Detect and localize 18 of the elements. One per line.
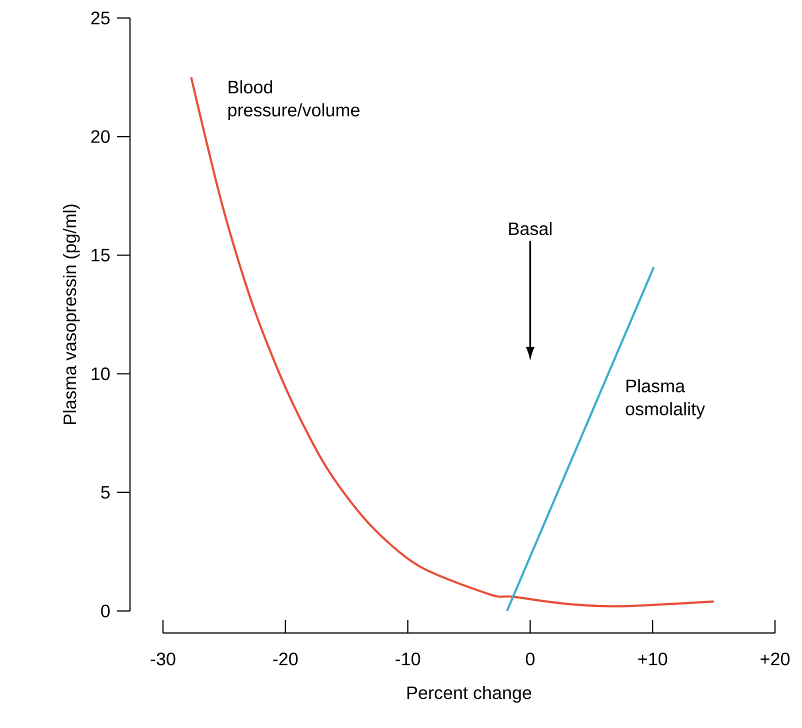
y-tick-label: 10 (92, 367, 110, 380)
x-tick-label: +10 (638, 652, 668, 666)
series-label: Blood pressure/volume (228, 80, 360, 120)
y-tick-label: 5 (101, 486, 110, 499)
x-tick-label: -10 (396, 652, 420, 666)
x-tick-label: -30 (150, 652, 176, 666)
annotation: Basal (509, 222, 552, 236)
x-tick-label: 0 (526, 652, 535, 666)
y-tick-label: 25 (91, 12, 110, 24)
line-series (190, 76, 715, 608)
series-label: Plasma osmolality (626, 379, 706, 419)
x-tick-label: -20 (273, 652, 298, 666)
y-axis-title: Plasma vasopressin (pg/ml) (62, 204, 80, 424)
x-tick-label: +20 (760, 652, 790, 666)
x-axis-title: Percent change (407, 686, 532, 703)
y-tick-label: 20 (91, 130, 110, 143)
y-tick-label: 15 (92, 248, 110, 262)
y-tick-label: 0 (101, 604, 110, 618)
